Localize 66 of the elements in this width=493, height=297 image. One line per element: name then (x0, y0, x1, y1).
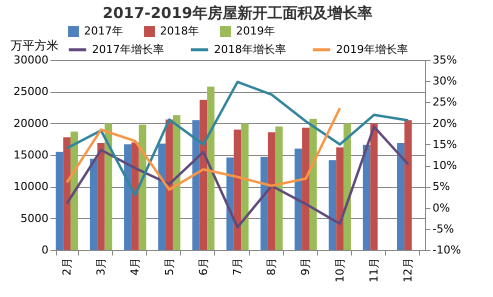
bar (97, 142, 105, 250)
legend-label: 2017年增长率 (92, 42, 164, 56)
bar (104, 123, 112, 250)
bar (344, 123, 351, 250)
y2-tick-label: 20% (432, 116, 457, 130)
x-tick-label: 11月 (367, 258, 380, 282)
legend-label: 2019年 (236, 24, 275, 38)
bar (294, 148, 302, 250)
y2-tick-label: 35% (432, 54, 457, 66)
bar (302, 128, 310, 250)
x-tick-label: 12月 (402, 258, 415, 282)
y2-tick-label: 25% (432, 96, 457, 109)
bar (362, 144, 370, 250)
bar (397, 142, 404, 250)
y-tick-label: 30000 (14, 54, 48, 66)
bar (260, 156, 268, 250)
x-tick-label: 4月 (128, 258, 142, 276)
y-tick-label: 10000 (14, 180, 48, 194)
bar (241, 123, 249, 250)
y-tick-label: 5000 (20, 212, 48, 225)
x-tick-label: 5月 (162, 258, 176, 276)
bar (172, 115, 180, 250)
y-tick-label: 15000 (14, 148, 48, 162)
bar (328, 160, 336, 250)
bar (404, 120, 412, 250)
x-tick-label: 9月 (299, 258, 312, 276)
line-series (66, 80, 410, 196)
y-tick-label: 25000 (14, 85, 48, 98)
bar (56, 152, 64, 250)
y2-tick-label: -5% (432, 222, 454, 236)
legend-label: 2017年 (84, 24, 123, 38)
y2-tick-label: 0% (432, 201, 450, 214)
bar (131, 142, 139, 250)
x-tick-label: 2月 (60, 258, 74, 276)
bar (166, 120, 173, 250)
legend-label: 2019年增长率 (336, 42, 408, 56)
bar (268, 132, 276, 250)
x-tick-label: 6月 (196, 258, 210, 276)
x-tick-label: 8月 (265, 258, 278, 276)
legend-label: 2018年增长率 (214, 42, 286, 56)
chart-title: 2017-2019年房屋新开工面积及增长率 (102, 4, 372, 22)
x-tick-label: 10月 (333, 258, 346, 282)
y-axis-title: 万平方米 (10, 38, 58, 52)
bar (275, 126, 283, 250)
y-tick-label: 20000 (14, 116, 48, 130)
y-tick-label: 0 (42, 244, 48, 256)
bar (309, 118, 317, 250)
bar (90, 158, 98, 250)
x-tick-label: 7月 (231, 258, 244, 276)
bar (207, 86, 214, 250)
y2-tick-label: -10% (432, 244, 461, 256)
bar (124, 144, 132, 250)
line-series (66, 125, 410, 228)
line-series (66, 106, 342, 191)
legend-label: 2018年 (160, 24, 199, 38)
bar (63, 137, 71, 250)
bar (336, 147, 344, 250)
y2-tick-label: 5% (432, 180, 450, 194)
y2-tick-label: 30% (432, 74, 457, 88)
bar (226, 158, 234, 250)
bar (370, 123, 378, 250)
bar (200, 100, 208, 250)
x-tick-label: 3月 (94, 258, 108, 276)
y2-tick-label: 15% (432, 138, 457, 151)
bar (158, 144, 166, 250)
y2-tick-label: 10% (432, 159, 457, 172)
